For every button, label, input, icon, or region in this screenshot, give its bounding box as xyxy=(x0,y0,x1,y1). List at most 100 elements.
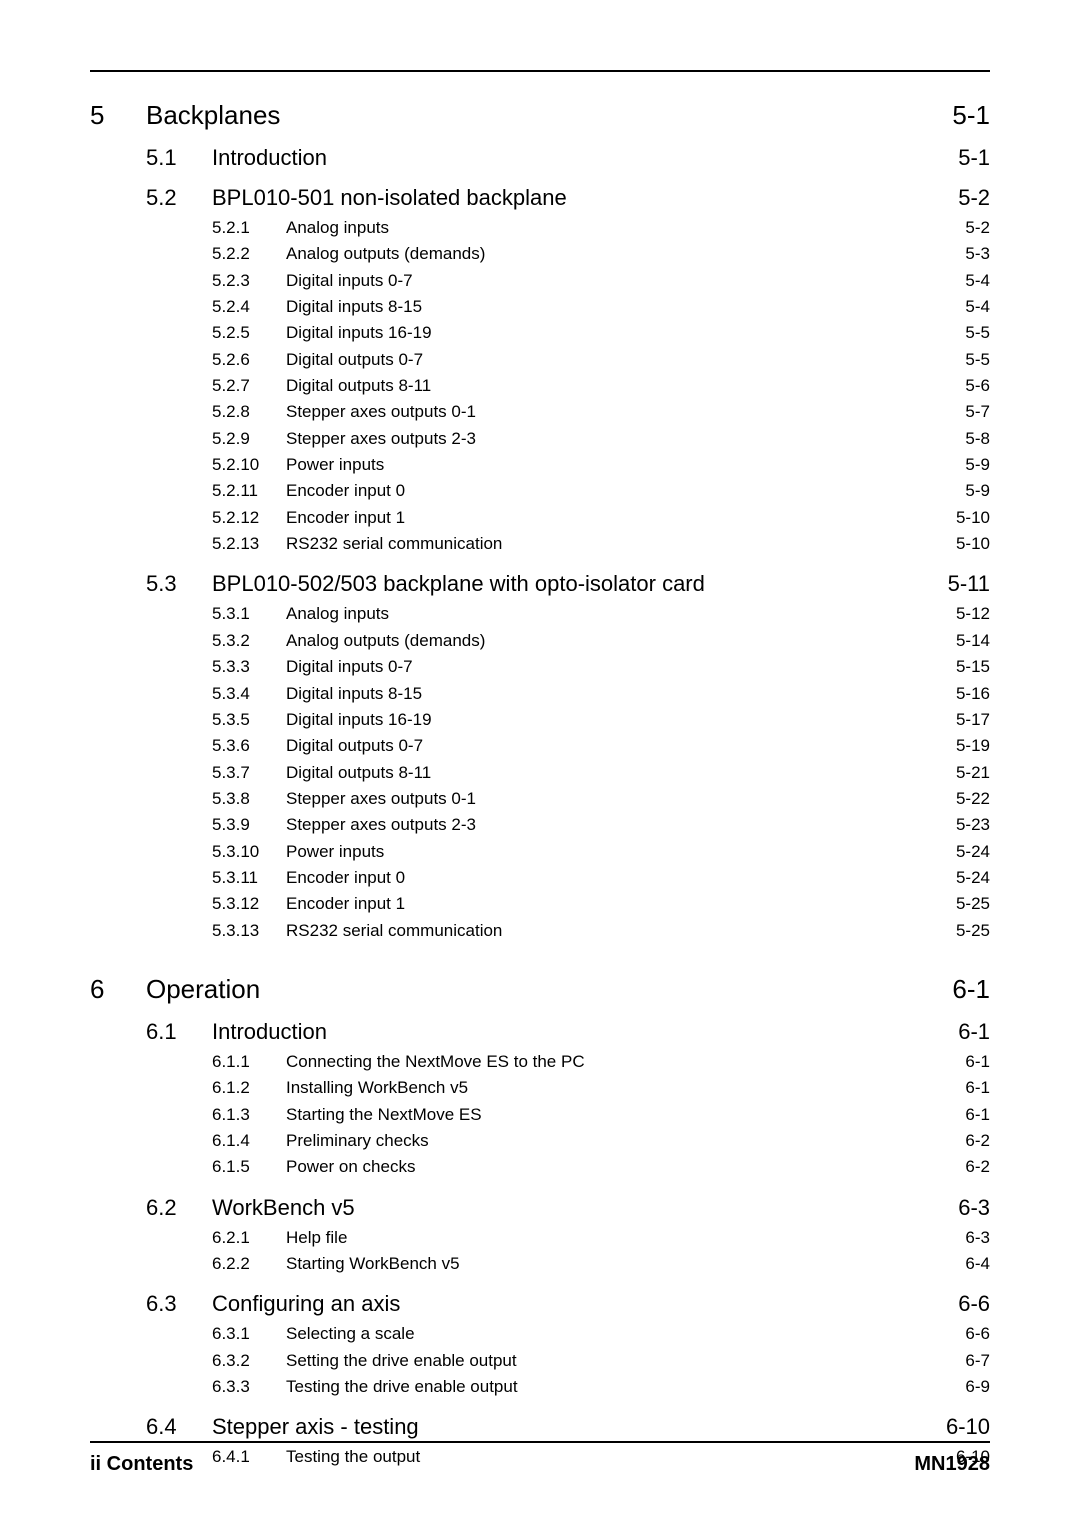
toc-subsection-title: Encoder input 1 xyxy=(286,891,405,917)
toc-subsection-page: 5-19 xyxy=(930,733,990,759)
toc-subsection-title: Encoder input 1 xyxy=(286,505,405,531)
toc-subsection-title: Digital outputs 8-11 xyxy=(286,760,431,786)
toc-subsection: 5.3.1Analog inputs5-12 xyxy=(90,601,990,627)
toc-subsection-title: Preliminary checks xyxy=(286,1128,429,1154)
document-page: 5Backplanes5-15.1Introduction5-15.2BPL01… xyxy=(0,0,1080,1526)
toc-subsection-page: 5-6 xyxy=(930,373,990,399)
toc-subsection-page: 5-24 xyxy=(930,839,990,865)
toc-subsection: 6.3.1Selecting a scale6-6 xyxy=(90,1321,990,1347)
toc-chapter-page: 5-1 xyxy=(930,100,990,131)
toc-section-page: 5-1 xyxy=(930,145,990,171)
toc-subsection-title: Digital inputs 0-7 xyxy=(286,654,413,680)
toc-subsection-title: Digital inputs 8-15 xyxy=(286,681,422,707)
toc-section-page: 6-3 xyxy=(930,1195,990,1221)
toc-subsection-number: 5.3.6 xyxy=(212,733,286,759)
toc-subsection-page: 5-16 xyxy=(930,681,990,707)
toc-subsection-title: RS232 serial communication xyxy=(286,918,502,944)
footer-right: MN1928 xyxy=(914,1453,990,1476)
toc-subsection-title: Installing WorkBench v5 xyxy=(286,1075,468,1101)
toc-subsection: 6.2.1Help file6-3 xyxy=(90,1225,990,1251)
toc-subsection-page: 5-12 xyxy=(930,601,990,627)
toc-subsection-page: 5-25 xyxy=(930,918,990,944)
toc-subsection-number: 5.3.10 xyxy=(212,839,286,865)
toc-subsection-number: 5.2.1 xyxy=(212,215,286,241)
toc-subsection-title: Analog inputs xyxy=(286,601,389,627)
toc-subsection-page: 5-10 xyxy=(930,531,990,557)
toc-subsection-number: 5.2.7 xyxy=(212,373,286,399)
toc-chapter-number: 6 xyxy=(90,974,146,1005)
chapter-block: 6Operation6-16.1Introduction6-16.1.1Conn… xyxy=(90,974,990,1471)
toc-section-page: 6-1 xyxy=(930,1019,990,1045)
toc-subsection: 5.2.6Digital outputs 0-75-5 xyxy=(90,347,990,373)
toc-subsection-number: 5.2.3 xyxy=(212,268,286,294)
toc-subsection: 5.3.13RS232 serial communication 5-25 xyxy=(90,918,990,944)
toc-subsection-page: 5-3 xyxy=(930,241,990,267)
toc-section-number: 6.4 xyxy=(146,1414,212,1440)
toc-subsection: 6.1.5Power on checks6-2 xyxy=(90,1154,990,1180)
toc-subsection: 5.3.11Encoder input 05-24 xyxy=(90,865,990,891)
toc-subsection-title: Starting the NextMove ES xyxy=(286,1102,482,1128)
toc-section: 5.1Introduction5-1 xyxy=(90,145,990,171)
page-footer: ii Contents MN1928 xyxy=(90,1441,990,1476)
toc-section-page: 5-2 xyxy=(930,185,990,211)
toc-subsection-title: Stepper axes outputs 2-3 xyxy=(286,426,476,452)
toc-subsection-title: Encoder input 0 xyxy=(286,478,405,504)
toc-subsection: 5.3.12Encoder input 15-25 xyxy=(90,891,990,917)
toc-subsection-title: Digital inputs 8-15 xyxy=(286,294,422,320)
toc-subsection: 5.3.9Stepper axes outputs 2-35-23 xyxy=(90,812,990,838)
toc-section-number: 6.1 xyxy=(146,1019,212,1045)
toc-subsection-title: Starting WorkBench v5 xyxy=(286,1251,460,1277)
toc-subsection-title: Digital inputs 16-19 xyxy=(286,320,432,346)
toc-subsection-page: 5-17 xyxy=(930,707,990,733)
table-of-contents: 5Backplanes5-15.1Introduction5-15.2BPL01… xyxy=(90,100,990,1471)
toc-section-number: 5.1 xyxy=(146,145,212,171)
toc-subsection-page: 6-3 xyxy=(930,1225,990,1251)
footer-left: ii Contents xyxy=(90,1453,193,1476)
toc-section-title: Configuring an axis xyxy=(212,1291,400,1317)
toc-subsection: 5.3.2Analog outputs (demands)5-14 xyxy=(90,628,990,654)
toc-subsection: 5.2.13RS232 serial communication5-10 xyxy=(90,531,990,557)
toc-subsection-number: 5.3.11 xyxy=(212,865,286,891)
toc-subsection: 6.3.3Testing the drive enable output6-9 xyxy=(90,1374,990,1400)
toc-subsection: 5.2.10Power inputs5-9 xyxy=(90,452,990,478)
toc-subsection-page: 5-4 xyxy=(930,268,990,294)
toc-subsection-page: 5-24 xyxy=(930,865,990,891)
toc-subsection: 6.3.2Setting the drive enable output6-7 xyxy=(90,1348,990,1374)
toc-subsection-page: 5-23 xyxy=(930,812,990,838)
toc-subsection-title: Stepper axes outputs 0-1 xyxy=(286,786,476,812)
toc-subsection: 5.3.5Digital inputs 16-195-17 xyxy=(90,707,990,733)
toc-subsection-page: 6-9 xyxy=(930,1374,990,1400)
toc-section-number: 6.3 xyxy=(146,1291,212,1317)
toc-subsection-page: 6-1 xyxy=(930,1049,990,1075)
toc-subsection-number: 5.3.13 xyxy=(212,918,286,944)
toc-subsection: 6.1.1Connecting the NextMove ES to the P… xyxy=(90,1049,990,1075)
toc-section: 6.1Introduction6-1 xyxy=(90,1019,990,1045)
chapter-block: 5Backplanes5-15.1Introduction5-15.2BPL01… xyxy=(90,100,990,944)
toc-subsection-number: 6.1.3 xyxy=(212,1102,286,1128)
toc-subsection-title: Power inputs xyxy=(286,452,384,478)
toc-subsection-number: 6.3.3 xyxy=(212,1374,286,1400)
toc-subsection: 5.3.6Digital outputs 0-75-19 xyxy=(90,733,990,759)
toc-subsection: 5.2.9Stepper axes outputs 2-35-8 xyxy=(90,426,990,452)
toc-subsection-number: 5.2.6 xyxy=(212,347,286,373)
toc-chapter-number: 5 xyxy=(90,100,146,131)
toc-subsection: 5.3.7Digital outputs 8-115-21 xyxy=(90,760,990,786)
toc-subsection-page: 5-5 xyxy=(930,347,990,373)
toc-subsection-title: Power inputs xyxy=(286,839,384,865)
toc-subsection: 5.2.8Stepper axes outputs 0-15-7 xyxy=(90,399,990,425)
toc-subsection: 5.3.10Power inputs 5-24 xyxy=(90,839,990,865)
toc-subsection-page: 5-25 xyxy=(930,891,990,917)
toc-subsection-number: 5.3.8 xyxy=(212,786,286,812)
toc-subsection-title: Analog outputs (demands) xyxy=(286,241,485,267)
toc-subsection-number: 5.3.7 xyxy=(212,760,286,786)
toc-section-page: 6-6 xyxy=(930,1291,990,1317)
toc-subsection-number: 5.2.13 xyxy=(212,531,286,557)
toc-subsection: 5.3.4Digital inputs 8-155-16 xyxy=(90,681,990,707)
toc-subsection-number: 5.2.12 xyxy=(212,505,286,531)
toc-subsection-page: 5-2 xyxy=(930,215,990,241)
toc-subsection-page: 6-1 xyxy=(930,1075,990,1101)
toc-subsection: 6.1.2Installing WorkBench v56-1 xyxy=(90,1075,990,1101)
toc-subsection-title: Stepper axes outputs 0-1 xyxy=(286,399,476,425)
toc-subsection-page: 6-1 xyxy=(930,1102,990,1128)
toc-subsection-number: 6.2.1 xyxy=(212,1225,286,1251)
